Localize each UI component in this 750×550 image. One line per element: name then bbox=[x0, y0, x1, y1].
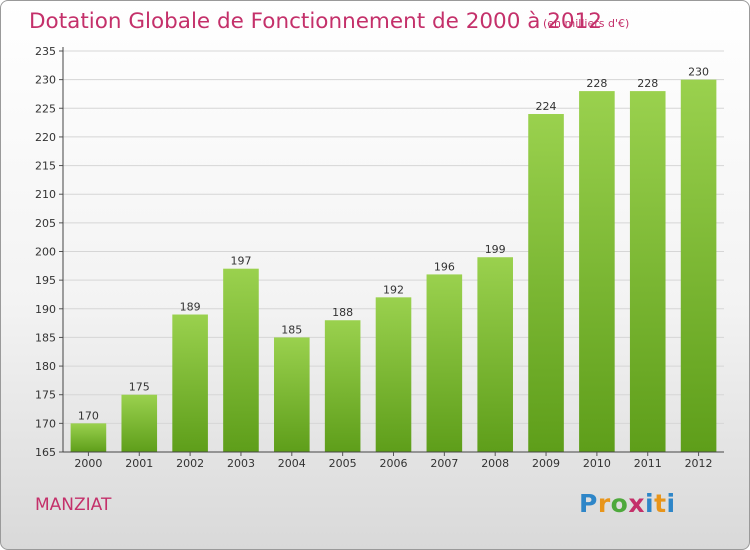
bar-2008[interactable] bbox=[477, 257, 513, 452]
commune-name: MANZIAT bbox=[35, 495, 112, 515]
bar-2010[interactable] bbox=[579, 91, 615, 452]
x-tick-label-2000: 2000 bbox=[74, 457, 102, 470]
y-tick-label: 190 bbox=[35, 303, 56, 316]
bar-2004[interactable] bbox=[274, 337, 310, 452]
x-tick-label-2004: 2004 bbox=[278, 457, 306, 470]
y-tick-label: 225 bbox=[35, 102, 56, 115]
value-label-2003: 197 bbox=[230, 255, 251, 268]
x-tick-label-2007: 2007 bbox=[430, 457, 458, 470]
y-tick-label: 195 bbox=[35, 274, 56, 287]
bar-2012[interactable] bbox=[680, 79, 717, 453]
x-tick-label-2001: 2001 bbox=[125, 457, 153, 470]
y-tick-label: 235 bbox=[35, 45, 56, 58]
y-tick-label: 200 bbox=[35, 246, 56, 259]
value-label-2001: 175 bbox=[129, 381, 150, 394]
value-label-2012: 230 bbox=[688, 66, 709, 79]
x-tick-label-2011: 2011 bbox=[634, 457, 662, 470]
bar-2009[interactable] bbox=[528, 114, 564, 452]
x-tick-label-2005: 2005 bbox=[329, 457, 357, 470]
x-tick-label-2002: 2002 bbox=[176, 457, 204, 470]
bar-2000[interactable] bbox=[70, 423, 107, 452]
y-tick-label: 180 bbox=[35, 360, 56, 373]
value-label-2002: 189 bbox=[180, 301, 201, 314]
x-tick-label-2006: 2006 bbox=[380, 457, 408, 470]
value-label-2006: 192 bbox=[383, 283, 404, 296]
chart-subtitle: (en milliers d'€) bbox=[543, 17, 630, 30]
bar-2001[interactable] bbox=[121, 394, 158, 452]
y-tick-label: 215 bbox=[35, 160, 56, 173]
bar-2011[interactable] bbox=[629, 91, 666, 452]
bar-2007[interactable] bbox=[426, 274, 463, 452]
y-tick-label: 220 bbox=[35, 131, 56, 144]
value-label-2005: 188 bbox=[332, 306, 353, 319]
bar-2002[interactable] bbox=[172, 314, 208, 452]
chart-title: Dotation Globale de Fonctionnement de 20… bbox=[29, 9, 602, 34]
bar-2006[interactable] bbox=[375, 297, 412, 452]
x-tick-label-2012: 2012 bbox=[685, 457, 713, 470]
value-label-2004: 185 bbox=[281, 323, 302, 336]
y-tick-label: 205 bbox=[35, 217, 56, 230]
value-label-2007: 196 bbox=[434, 260, 455, 273]
y-tick-label: 210 bbox=[35, 188, 56, 201]
y-tick-label: 165 bbox=[35, 446, 56, 459]
value-label-2009: 224 bbox=[536, 100, 557, 113]
x-tick-label-2010: 2010 bbox=[583, 457, 611, 470]
y-tick-label: 170 bbox=[35, 417, 56, 430]
value-label-2008: 199 bbox=[485, 243, 506, 256]
bar-2005[interactable] bbox=[324, 320, 361, 452]
value-label-2000: 170 bbox=[78, 409, 99, 422]
y-tick-label: 230 bbox=[35, 74, 56, 87]
y-tick-label: 185 bbox=[35, 331, 56, 344]
bar-2003[interactable] bbox=[223, 268, 259, 452]
y-tick-label: 175 bbox=[35, 389, 56, 402]
value-label-2011: 228 bbox=[637, 77, 658, 90]
x-tick-label-2008: 2008 bbox=[481, 457, 509, 470]
x-tick-label-2003: 2003 bbox=[227, 457, 255, 470]
value-label-2010: 228 bbox=[586, 77, 607, 90]
proxiti-logo[interactable]: Proxiti bbox=[579, 489, 676, 518]
x-tick-label-2009: 2009 bbox=[532, 457, 560, 470]
